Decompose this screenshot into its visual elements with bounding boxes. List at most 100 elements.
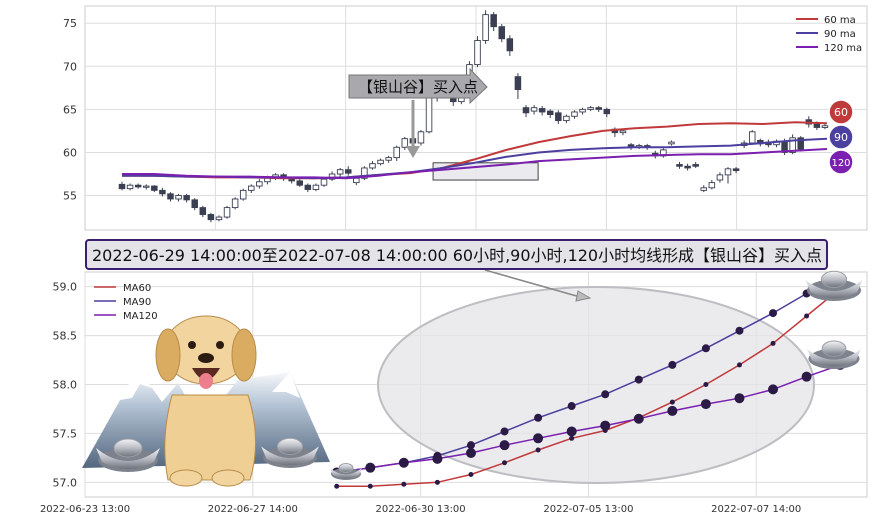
series-point bbox=[769, 309, 778, 318]
candle-body bbox=[248, 185, 255, 191]
candle-body bbox=[498, 26, 506, 40]
dog-paw bbox=[169, 469, 203, 487]
y-tick-label: 59.0 bbox=[53, 281, 78, 294]
title-connector bbox=[484, 269, 581, 298]
series-point bbox=[735, 326, 744, 335]
series-point bbox=[334, 483, 340, 489]
ingot-top bbox=[338, 463, 354, 473]
candle-body bbox=[377, 159, 384, 165]
legend-label: 60 ma bbox=[824, 15, 856, 26]
candle-body bbox=[385, 157, 392, 161]
candle-body bbox=[797, 137, 804, 150]
series-point bbox=[468, 472, 474, 477]
candle-body bbox=[546, 110, 554, 116]
series-point bbox=[567, 402, 576, 411]
candle-body bbox=[595, 107, 602, 110]
series-point bbox=[804, 313, 810, 319]
candle-body bbox=[748, 131, 756, 144]
candlestick-panel: 55 60 65 70 75 60 ma 90 ma 120 ma 60 90 120 【银山谷】买入… bbox=[63, 5, 868, 231]
candle-body bbox=[530, 107, 538, 112]
series-point bbox=[600, 420, 611, 431]
ingot-top bbox=[276, 437, 304, 455]
ma-end-badge-label: 90 bbox=[834, 131, 848, 144]
candle-body bbox=[142, 185, 150, 188]
ingot-body bbox=[261, 446, 319, 466]
ingot-top bbox=[113, 438, 143, 458]
y-tick-label: 58.5 bbox=[53, 330, 78, 343]
series-point bbox=[669, 399, 675, 405]
series-point bbox=[770, 340, 776, 346]
title-banner bbox=[85, 239, 828, 270]
candle-body bbox=[223, 207, 231, 218]
candle-body bbox=[353, 177, 360, 184]
candle-body bbox=[587, 107, 594, 110]
candle-body bbox=[207, 214, 215, 221]
x-tick-label: 2022-07-07 14:00 bbox=[711, 504, 801, 515]
legend-label: MA60 bbox=[123, 283, 151, 294]
ingot-body bbox=[96, 448, 160, 469]
legend-label: 120 ma bbox=[824, 43, 862, 54]
series-point bbox=[703, 382, 709, 387]
candle-body bbox=[126, 184, 134, 190]
mountain-illustration bbox=[82, 368, 330, 468]
candle-body bbox=[393, 146, 400, 159]
series-point bbox=[534, 413, 543, 422]
series-point bbox=[633, 413, 644, 424]
candle-body bbox=[571, 111, 578, 117]
candle-body bbox=[134, 184, 142, 188]
series-point bbox=[465, 447, 476, 458]
candle-body bbox=[215, 216, 223, 221]
candle-body bbox=[417, 131, 425, 144]
dog-eye bbox=[216, 341, 224, 349]
candle-body bbox=[821, 125, 829, 128]
candle-body bbox=[538, 108, 546, 113]
chart-title: 2022-06-29 14:00:00至2022-07-08 14:00:00 … bbox=[92, 246, 822, 265]
silver-ingot-mid-right bbox=[806, 340, 862, 369]
candle-body bbox=[312, 184, 320, 190]
candle-body bbox=[579, 108, 586, 113]
series-point bbox=[499, 440, 510, 451]
silver-ingot-right bbox=[261, 437, 319, 469]
x-tick-label: 2022-07-05 13:00 bbox=[543, 504, 633, 515]
dog-nose bbox=[198, 353, 214, 363]
series-point bbox=[432, 453, 443, 464]
candle-body bbox=[183, 195, 190, 201]
ma-end-badge bbox=[828, 124, 854, 150]
candle-body bbox=[490, 14, 497, 28]
dog-tongue bbox=[199, 373, 213, 389]
series-point bbox=[668, 360, 677, 369]
callout-arrow bbox=[348, 67, 488, 105]
candle-body bbox=[619, 130, 627, 134]
series-point bbox=[365, 462, 376, 473]
candle-body bbox=[700, 187, 708, 191]
candle-body bbox=[369, 163, 376, 169]
y-tick-label: 60 bbox=[63, 146, 77, 159]
series-point bbox=[367, 483, 373, 489]
candle-body bbox=[151, 185, 158, 191]
signal-ellipse bbox=[377, 286, 815, 484]
silver-ingot-top-right bbox=[805, 270, 863, 302]
series-point bbox=[533, 433, 544, 444]
dog-illustration bbox=[155, 315, 257, 487]
candle-body bbox=[167, 193, 174, 200]
candle-body bbox=[692, 164, 699, 167]
series-point bbox=[601, 390, 610, 399]
candle-body bbox=[336, 169, 344, 175]
candle-body bbox=[789, 137, 796, 153]
callout-pointer-head bbox=[406, 146, 420, 158]
candle-body bbox=[344, 169, 352, 174]
overlay-layer: 2022-06-29 14:00:00至2022-07-08 14:00:00 … bbox=[85, 239, 828, 270]
series-point bbox=[734, 393, 745, 404]
candle-body bbox=[563, 115, 570, 122]
candle-body bbox=[425, 96, 433, 133]
series-point bbox=[502, 460, 508, 466]
candle-body bbox=[603, 108, 611, 115]
series-point bbox=[398, 457, 409, 468]
y-tick-label: 75 bbox=[63, 17, 77, 30]
candle-body bbox=[191, 199, 198, 209]
legend: 60 ma 90 ma 120 ma bbox=[796, 15, 862, 54]
series-point bbox=[535, 447, 541, 453]
series-point bbox=[701, 344, 710, 353]
dog-body bbox=[164, 394, 256, 481]
